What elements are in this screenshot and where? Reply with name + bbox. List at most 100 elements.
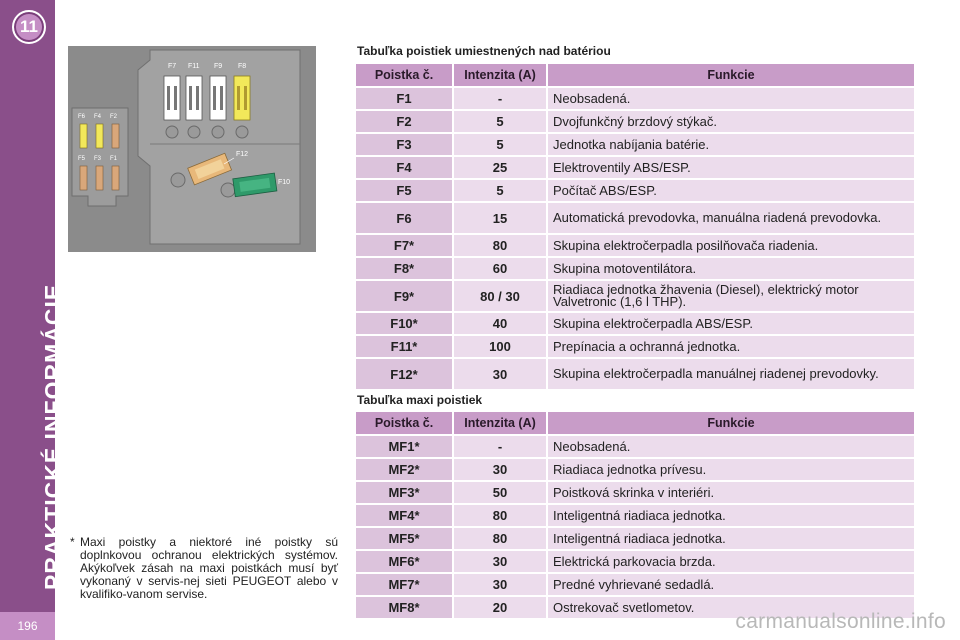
fuse-amperage: 80: [452, 528, 548, 549]
fuse-number: F4: [356, 157, 452, 178]
table-row: F11* 100 Prepínacia a ochranná jednotka.: [356, 336, 914, 357]
chapter-title: PRAKTICKÉ INFORMÁCIE: [40, 283, 66, 590]
page-number: 196: [0, 612, 55, 640]
table-row: F8* 60 Skupina motoventilátora.: [356, 258, 914, 279]
fuse-amperage: -: [452, 436, 548, 457]
fuse-amperage: 5: [452, 180, 548, 201]
header-fuse-number: Poistka č.: [356, 64, 452, 86]
header-functions: Funkcie: [548, 64, 914, 86]
chapter-badge: 11: [12, 10, 46, 44]
fuse-number: F8*: [356, 258, 452, 279]
fuse-amperage: 30: [452, 459, 548, 480]
fuse-f6: [79, 123, 88, 149]
fuse-number: MF5*: [356, 528, 452, 549]
fuse-function: Jednotka nabíjania batérie.: [548, 134, 914, 155]
fuse-number: F5: [356, 180, 452, 201]
table-row: F12* 30 Skupina elektročerpadla manuálne…: [356, 359, 914, 389]
fuse-function: Elektrická parkovacia brzda.: [548, 551, 914, 572]
header-functions: Funkcie: [548, 412, 914, 434]
fuse-amperage: 15: [452, 203, 548, 233]
table-header-row: Poistka č. Intenzita (A) Funkcie: [356, 412, 914, 434]
fuse-number: F6: [356, 203, 452, 233]
fuse-amperage: 20: [452, 597, 548, 618]
fuse-f12: [187, 152, 233, 186]
fuse-amperage: 30: [452, 551, 548, 572]
fuse-table: Poistka č. Intenzita (A) Funkcie F1 - Ne…: [356, 62, 914, 391]
fuse-amperage: 50: [452, 482, 548, 503]
fuse-amperage: 60: [452, 258, 548, 279]
fuse-f8: [233, 75, 251, 121]
fuse-function: Počítač ABS/ESP.: [548, 180, 914, 201]
fuse-f5: [79, 165, 88, 191]
fuse-amperage: 80: [452, 235, 548, 256]
fuse-number: F1: [356, 88, 452, 109]
maxi-fuse-table: Poistka č. Intenzita (A) Funkcie MF1* - …: [356, 410, 914, 620]
table-row: F4 25 Elektroventily ABS/ESP.: [356, 157, 914, 178]
fuse-number: F2: [356, 111, 452, 132]
fuse-function: Dvojfunkčný brzdový stýkač.: [548, 111, 914, 132]
fuse-f3: [95, 165, 104, 191]
fuse-amperage: 80 / 30: [452, 281, 548, 311]
fuse-number: MF4*: [356, 505, 452, 526]
fuse-function: Automatická prevodovka, manuálna riadená…: [548, 203, 914, 233]
header-fuse-number: Poistka č.: [356, 412, 452, 434]
table-row: F9* 80 / 30 Riadiaca jednotka žhavenia (…: [356, 281, 914, 311]
fuse-label-f1: F1: [110, 156, 118, 162]
fuse-amperage: -: [452, 88, 548, 109]
fuse-box-diagram: F7 F11 F9 F8 F12 F10 F6 F4 F2 F5 F3 F1: [68, 46, 316, 252]
fuse-label-f2: F2: [110, 114, 118, 120]
fuse-label-f12: F12: [236, 151, 248, 158]
fuse-function: Poistková skrinka v interiéri.: [548, 482, 914, 503]
fuse-f4: [95, 123, 104, 149]
fuse-amperage: 40: [452, 313, 548, 334]
fuse-number: F9*: [356, 281, 452, 311]
header-amperage: Intenzita (A): [452, 64, 548, 86]
footnote-text: Maxi poistky a niektoré iné poistky sú d…: [80, 535, 338, 601]
fuse-label-f11: F11: [188, 63, 200, 70]
fuse-amperage: 30: [452, 574, 548, 595]
fuse-label-f8: F8: [238, 63, 246, 70]
fuse-number: MF7*: [356, 574, 452, 595]
table-row: F6 15 Automatická prevodovka, manuálna r…: [356, 203, 914, 233]
fuse-label-f4: F4: [94, 114, 102, 120]
fuse-number: F10*: [356, 313, 452, 334]
fuse-f11: [185, 75, 203, 121]
table-row: F1 - Neobsadená.: [356, 88, 914, 109]
fuse-function: Skupina elektročerpadla posilňovača riad…: [548, 235, 914, 256]
fuse-f1: [111, 165, 120, 191]
table-row: MF2* 30 Riadiaca jednotka prívesu.: [356, 459, 914, 480]
header-amperage: Intenzita (A): [452, 412, 548, 434]
fuse-label-f3: F3: [94, 156, 102, 162]
fuse-function: Skupina elektročerpadla ABS/ESP.: [548, 313, 914, 334]
footnote-asterisk: *: [70, 535, 75, 549]
fuse-function: Skupina motoventilátora.: [548, 258, 914, 279]
fuse-amperage: 5: [452, 111, 548, 132]
table-row: MF1* - Neobsadená.: [356, 436, 914, 457]
table-row: F5 5 Počítač ABS/ESP.: [356, 180, 914, 201]
fuse-number: MF1*: [356, 436, 452, 457]
table-row: F7* 80 Skupina elektročerpadla posilňova…: [356, 235, 914, 256]
fuse-amperage: 80: [452, 505, 548, 526]
fuse-function: Prepínacia a ochranná jednotka.: [548, 336, 914, 357]
table-row: F10* 40 Skupina elektročerpadla ABS/ESP.: [356, 313, 914, 334]
fuse-function: Skupina elektročerpadla manuálnej riaden…: [548, 359, 914, 389]
fuse-amperage: 25: [452, 157, 548, 178]
table-row: MF5* 80 Inteligentná riadiaca jednotka.: [356, 528, 914, 549]
fuse-function: Predné vyhrievané sedadlá.: [548, 574, 914, 595]
fuse-number: MF8*: [356, 597, 452, 618]
table1-title: Tabuľka poistiek umiestnených nad batéri…: [357, 44, 611, 58]
fuse-number: MF2*: [356, 459, 452, 480]
table-row: F3 5 Jednotka nabíjania batérie.: [356, 134, 914, 155]
fuse-amperage: 30: [452, 359, 548, 389]
table-row: MF7* 30 Predné vyhrievané sedadlá.: [356, 574, 914, 595]
footnote: * Maxi poistky a niektoré iné poistky sú…: [70, 536, 338, 601]
fuse-function: Neobsadená.: [548, 88, 914, 109]
fuse-label-f9: F9: [214, 63, 222, 70]
fuse-number: F11*: [356, 336, 452, 357]
fuse-label-f6: F6: [78, 114, 86, 120]
fuse-number: F7*: [356, 235, 452, 256]
screw-row: [165, 125, 249, 198]
table-row: MF6* 30 Elektrická parkovacia brzda.: [356, 551, 914, 572]
fuse-label-f7: F7: [168, 63, 176, 70]
table2-title: Tabuľka maxi poistiek: [357, 393, 483, 407]
